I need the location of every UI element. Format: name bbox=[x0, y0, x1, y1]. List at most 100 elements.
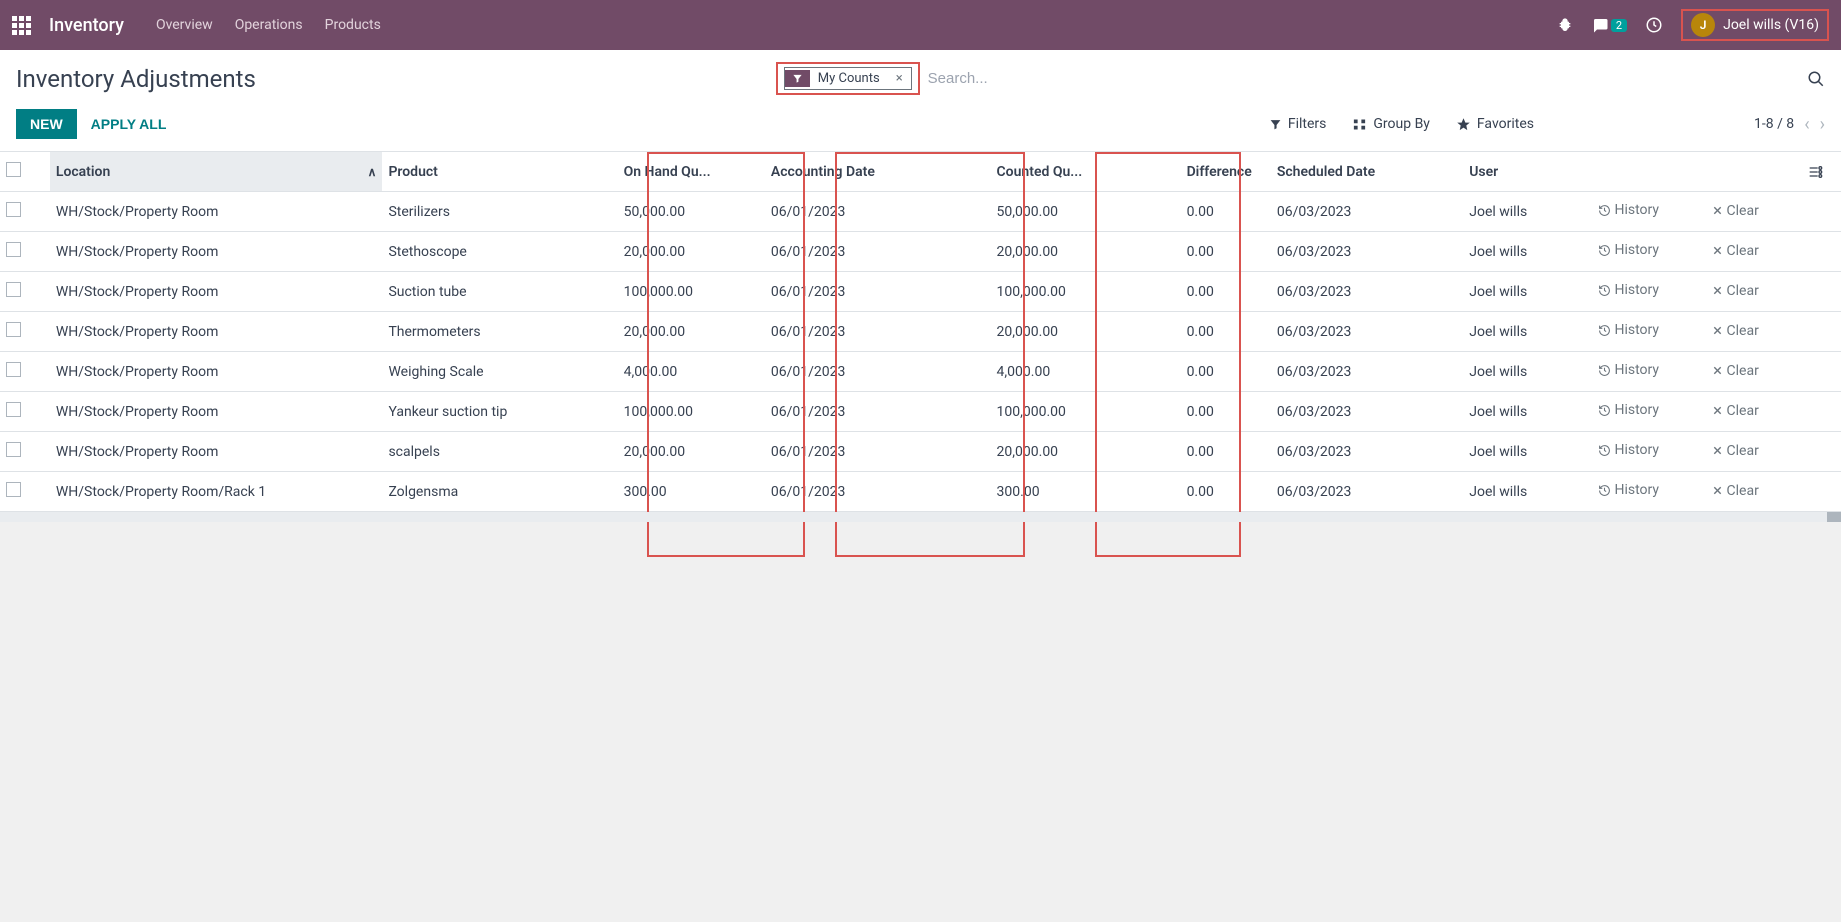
nav-link-products[interactable]: Products bbox=[325, 17, 381, 33]
history-button[interactable]: History bbox=[1598, 402, 1660, 418]
groupby-button[interactable]: Group By bbox=[1352, 116, 1430, 132]
filter-chip-remove[interactable]: × bbox=[888, 68, 911, 89]
cell-sched: 06/03/2023 bbox=[1271, 392, 1463, 432]
row-checkbox[interactable] bbox=[6, 202, 21, 217]
history-button[interactable]: History bbox=[1598, 202, 1660, 218]
cell-counted[interactable]: 20,000.00 bbox=[991, 312, 1181, 352]
table-row[interactable]: WH/Stock/Property Roomscalpels20,000.000… bbox=[0, 432, 1841, 472]
clear-button[interactable]: Clear bbox=[1712, 203, 1759, 219]
cell-product: Stethoscope bbox=[382, 232, 617, 272]
clear-button[interactable]: Clear bbox=[1712, 323, 1759, 339]
clear-button[interactable]: Clear bbox=[1712, 483, 1759, 499]
user-menu[interactable]: J Joel wills (V16) bbox=[1681, 9, 1829, 41]
table-row[interactable]: WH/Stock/Property Room/Rack 1Zolgensma30… bbox=[0, 472, 1841, 512]
clear-button[interactable]: Clear bbox=[1712, 363, 1759, 379]
pager-next[interactable]: › bbox=[1820, 114, 1825, 135]
cell-user: Joel wills bbox=[1463, 312, 1591, 352]
navbar-right: 2 J Joel wills (V16) bbox=[1557, 9, 1829, 41]
table-row[interactable]: WH/Stock/Property RoomStethoscope20,000.… bbox=[0, 232, 1841, 272]
cell-diff: 0.00 bbox=[1181, 352, 1271, 392]
history-button[interactable]: History bbox=[1598, 322, 1660, 338]
cell-location: WH/Stock/Property Room bbox=[50, 192, 383, 232]
col-user[interactable]: User bbox=[1463, 152, 1591, 192]
cell-counted[interactable]: 100,000.00 bbox=[991, 272, 1181, 312]
cell-acct-date: 06/01/2023 bbox=[765, 312, 991, 352]
favorites-button[interactable]: Favorites bbox=[1456, 116, 1534, 132]
cell-counted[interactable]: 100,000.00 bbox=[991, 392, 1181, 432]
cell-acct-date: 06/01/2023 bbox=[765, 352, 991, 392]
col-scheduled[interactable]: Scheduled Date bbox=[1271, 152, 1463, 192]
col-onhand[interactable]: On Hand Qu... bbox=[618, 152, 765, 192]
apps-icon[interactable] bbox=[12, 16, 31, 35]
cell-product: Suction tube bbox=[382, 272, 617, 312]
main-navbar: Inventory Overview Operations Products 2… bbox=[0, 0, 1841, 50]
row-checkbox[interactable] bbox=[6, 482, 21, 497]
cell-counted[interactable]: 300.00 bbox=[991, 472, 1181, 512]
cell-counted[interactable]: 4,000.00 bbox=[991, 352, 1181, 392]
cell-acct-date: 06/01/2023 bbox=[765, 392, 991, 432]
select-all-checkbox[interactable] bbox=[6, 162, 21, 177]
horizontal-scrollbar[interactable] bbox=[0, 512, 1841, 522]
history-button[interactable]: History bbox=[1598, 282, 1660, 298]
cell-user: Joel wills bbox=[1463, 352, 1591, 392]
pager-prev[interactable]: ‹ bbox=[1804, 114, 1809, 135]
col-counted[interactable]: Counted Qu... bbox=[991, 152, 1181, 192]
table-row[interactable]: WH/Stock/Property RoomSterilizers50,000.… bbox=[0, 192, 1841, 232]
cell-onhand: 20,000.00 bbox=[618, 232, 765, 272]
cell-counted[interactable]: 20,000.00 bbox=[991, 232, 1181, 272]
cell-acct-date: 06/01/2023 bbox=[765, 432, 991, 472]
history-button[interactable]: History bbox=[1598, 442, 1660, 458]
messages-icon[interactable]: 2 bbox=[1591, 16, 1627, 34]
nav-link-overview[interactable]: Overview bbox=[156, 17, 213, 33]
control-panel: Inventory Adjustments My Counts × NEW AP… bbox=[0, 50, 1841, 152]
clear-button[interactable]: Clear bbox=[1712, 403, 1759, 419]
cell-counted[interactable]: 50,000.00 bbox=[991, 192, 1181, 232]
cell-diff: 0.00 bbox=[1181, 272, 1271, 312]
filters-button[interactable]: Filters bbox=[1269, 116, 1327, 132]
col-product[interactable]: Product bbox=[382, 152, 617, 192]
table-row[interactable]: WH/Stock/Property RoomSuction tube100,00… bbox=[0, 272, 1841, 312]
row-checkbox[interactable] bbox=[6, 402, 21, 417]
cell-location: WH/Stock/Property Room bbox=[50, 312, 383, 352]
cell-diff: 0.00 bbox=[1181, 312, 1271, 352]
table-row[interactable]: WH/Stock/Property RoomWeighing Scale4,00… bbox=[0, 352, 1841, 392]
cell-sched: 06/03/2023 bbox=[1271, 472, 1463, 512]
search-icon[interactable] bbox=[1807, 70, 1825, 88]
history-button[interactable]: History bbox=[1598, 482, 1660, 498]
cell-user: Joel wills bbox=[1463, 272, 1591, 312]
row-checkbox[interactable] bbox=[6, 442, 21, 457]
filter-chip-label: My Counts bbox=[810, 68, 888, 89]
new-button[interactable]: NEW bbox=[16, 109, 77, 139]
row-checkbox[interactable] bbox=[6, 362, 21, 377]
filters-label: Filters bbox=[1288, 116, 1327, 132]
history-button[interactable]: History bbox=[1598, 242, 1660, 258]
cell-acct-date: 06/01/2023 bbox=[765, 232, 991, 272]
table-row[interactable]: WH/Stock/Property RoomThermometers20,000… bbox=[0, 312, 1841, 352]
history-button[interactable]: History bbox=[1598, 362, 1660, 378]
bug-icon[interactable] bbox=[1557, 17, 1573, 33]
cell-product: Weighing Scale bbox=[382, 352, 617, 392]
app-brand[interactable]: Inventory bbox=[49, 15, 124, 36]
table-row[interactable]: WH/Stock/Property RoomYankeur suction ti… bbox=[0, 392, 1841, 432]
clock-icon[interactable] bbox=[1645, 16, 1663, 34]
apply-all-button[interactable]: APPLY ALL bbox=[77, 109, 181, 139]
filter-chip: My Counts × bbox=[784, 67, 912, 90]
search-input[interactable] bbox=[920, 66, 1807, 91]
cell-onhand: 300.00 bbox=[618, 472, 765, 512]
avatar: J bbox=[1691, 13, 1715, 37]
col-options[interactable] bbox=[1801, 152, 1841, 192]
clear-button[interactable]: Clear bbox=[1712, 283, 1759, 299]
row-checkbox[interactable] bbox=[6, 322, 21, 337]
clear-button[interactable]: Clear bbox=[1712, 243, 1759, 259]
col-difference[interactable]: Difference bbox=[1181, 152, 1271, 192]
row-checkbox[interactable] bbox=[6, 282, 21, 297]
pager-text: 1-8 / 8 bbox=[1754, 116, 1794, 132]
clear-button[interactable]: Clear bbox=[1712, 443, 1759, 459]
cell-counted[interactable]: 20,000.00 bbox=[991, 432, 1181, 472]
col-location[interactable]: Location∧ bbox=[50, 152, 383, 192]
col-accounting-date[interactable]: Accounting Date bbox=[765, 152, 991, 192]
col-history bbox=[1592, 152, 1706, 192]
nav-link-operations[interactable]: Operations bbox=[235, 17, 303, 33]
row-checkbox[interactable] bbox=[6, 242, 21, 257]
cell-onhand: 100,000.00 bbox=[618, 392, 765, 432]
